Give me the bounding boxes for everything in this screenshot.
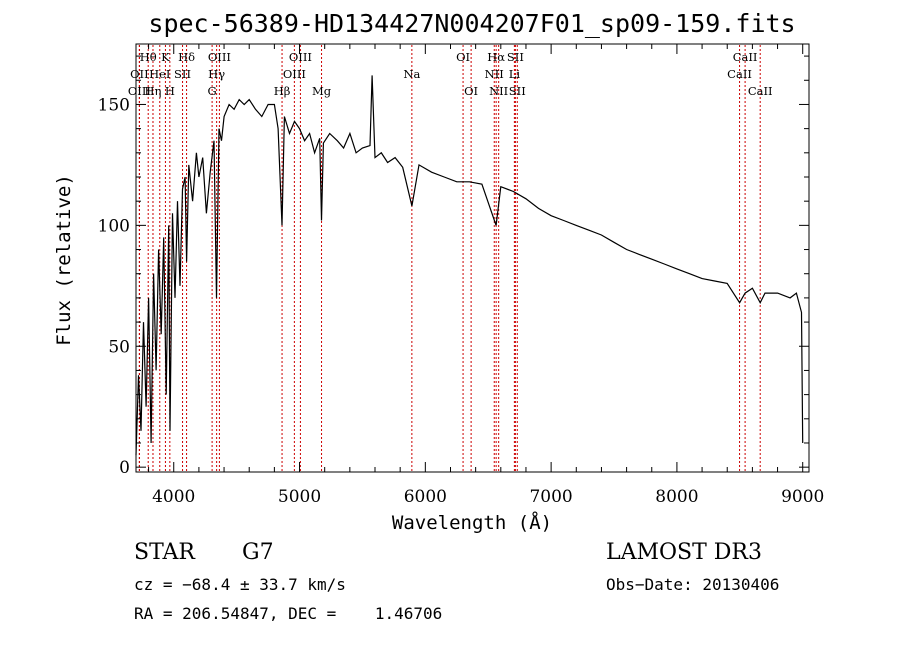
- marker-label-6: H: [165, 84, 175, 98]
- marker-label-13: OIII: [289, 50, 312, 64]
- marker-label-12: Hβ: [274, 84, 291, 98]
- marker-label-23: Li: [509, 67, 521, 81]
- marker-label-20: NII: [485, 67, 504, 81]
- redshift-cz: cz = −68.4 ± 33.7 km/s: [134, 575, 346, 594]
- x-tick-label-2: 6000: [404, 487, 447, 507]
- marker-label-25: CaII: [733, 50, 758, 64]
- x-tick-label-0: 4000: [152, 487, 195, 507]
- marker-label-26: CaII: [727, 67, 752, 81]
- marker-label-7: SII: [174, 67, 191, 81]
- x-tick-label-4: 8000: [655, 487, 698, 507]
- observation-date: Obs−Date: 20130406: [606, 575, 779, 594]
- marker-label-0: Hθ: [140, 50, 157, 64]
- marker-label-14: OIII: [283, 67, 306, 81]
- marker-label-24: SII: [509, 84, 526, 98]
- y-tick-label-1: 50: [108, 337, 130, 357]
- chart-title: spec-56389-HD134427N004207F01_sp09-159.f…: [148, 9, 795, 38]
- x-tick-label-5: 9000: [781, 487, 824, 507]
- marker-label-9: OIII: [208, 50, 231, 64]
- marker-label-21: NII: [489, 84, 508, 98]
- marker-label-11: G: [208, 84, 217, 98]
- spectral-line-markers: [138, 45, 761, 472]
- survey-name: LAMOST DR3: [606, 540, 762, 565]
- y-axis-label: Flux (relative): [53, 174, 75, 346]
- marker-label-8: Hδ: [178, 50, 195, 64]
- marker-label-5: Hη: [145, 84, 162, 98]
- x-axis-label: Wavelength (Å): [392, 511, 552, 534]
- marker-label-27: CaII: [748, 84, 773, 98]
- marker-label-17: OI: [456, 50, 470, 64]
- marker-label-10: Hγ: [208, 67, 225, 81]
- x-tick-label-3: 7000: [529, 487, 572, 507]
- spectral-subclass: G7: [242, 540, 274, 565]
- marker-label-2: OIII: [128, 84, 151, 98]
- marker-label-19: Hα: [487, 50, 505, 64]
- marker-label-18: OI: [464, 84, 478, 98]
- spectral-line-labels: Hθ OII OIII K HeI Hη H SII Hδ OIII Hγ G Hβ OIII OIII Mg…: [128, 50, 773, 98]
- marker-label-22: SII: [507, 50, 524, 64]
- object-class: STAR: [134, 540, 196, 565]
- y-tick-label-2: 100: [98, 216, 130, 236]
- coordinates: RA = 206.54847, DEC = 1.46706: [134, 604, 442, 623]
- marker-label-3: K: [161, 50, 170, 64]
- marker-label-1: OII: [130, 67, 149, 81]
- spectrum-series-line: [135, 75, 804, 456]
- marker-label-15: Mg: [312, 84, 332, 98]
- y-axis-ticks: 0 50 100 150: [98, 55, 809, 478]
- plot-frame: [135, 43, 810, 473]
- x-axis-ticks: 4000 5000 6000 7000 8000 9000: [148, 44, 824, 507]
- marker-label-4: HeI: [149, 67, 170, 81]
- y-tick-label-0: 0: [119, 458, 130, 478]
- x-tick-label-1: 5000: [278, 487, 321, 507]
- y-tick-label-3: 150: [98, 95, 130, 115]
- marker-label-16: Na: [403, 67, 420, 81]
